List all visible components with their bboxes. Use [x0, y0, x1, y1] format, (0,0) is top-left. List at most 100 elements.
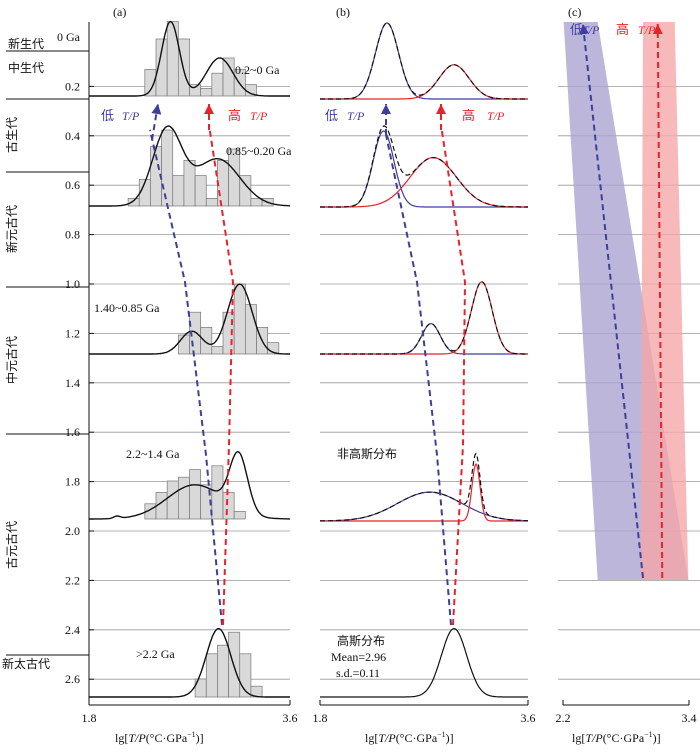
panel-a-high-tp: T/P [250, 109, 268, 123]
hist-bar-3-2 [166, 480, 179, 520]
hist-bar-0-6 [211, 72, 224, 97]
x-axis-title-a: lg[T/P(°C·GPa−1)] [115, 730, 204, 745]
panel-c-high-label: 高 [616, 22, 629, 38]
age-tick-5: 1.0 [65, 277, 80, 291]
panel-a-low-label: 低 [101, 109, 114, 124]
age-tick-3: 0.6 [65, 178, 80, 192]
group-label-4: >2.2 Ga [136, 647, 175, 661]
trend-a-high-arrow-head [204, 104, 214, 114]
group-label-3: 2.2~1.4 Ga [126, 447, 180, 461]
hist-bar-1-0 [127, 198, 140, 207]
x-axis-b-ticklabel-1: 3.6 [521, 711, 536, 725]
density-curve-4 [89, 627, 290, 698]
age-tick-2: 0.4 [65, 129, 80, 143]
hist-bar-3-8 [233, 511, 246, 520]
x-axis-c-ticklabel-1: 3.4 [682, 711, 697, 725]
low-component-0 [320, 22, 528, 100]
age-tick-13: 2.6 [65, 672, 80, 686]
mixture-sum-0 [320, 22, 528, 100]
mixture-sum-2 [320, 281, 528, 355]
hist-bar-0-7 [222, 57, 235, 97]
trend-b-high-path [440, 124, 467, 626]
high-component-1 [320, 157, 528, 208]
panel-a-histograms [89, 20, 291, 698]
x-axis-a-ticklabel-0: 1.8 [82, 711, 97, 725]
low-component-3 [320, 491, 528, 522]
panel-a-low-tp: T/P [122, 109, 140, 123]
age-tick-4: 0.8 [65, 228, 80, 242]
hist-bar-2-0 [177, 334, 190, 355]
panel-b-high-tp: T/P [487, 109, 505, 123]
hist-bar-2-6 [244, 304, 257, 355]
age-tick-9: 1.8 [65, 475, 80, 489]
age-tick-10: 2.0 [65, 524, 80, 538]
hist-bar-0-5 [200, 88, 213, 97]
trend-c-high-arrow [656, 23, 664, 579]
era-label-3: 新元古代 [4, 205, 19, 253]
high-component-0 [320, 64, 528, 100]
low-component-1 [320, 130, 528, 208]
trend-a-high-path [208, 124, 235, 626]
hist-bar-4-2 [217, 644, 229, 698]
era-label-1: 中生代 [8, 60, 44, 75]
group-label-1: 0.85~0.20 Ga [226, 144, 292, 158]
age-tick-6: 1.2 [65, 326, 80, 340]
hist-bar-4-1 [205, 653, 218, 698]
mixture-sum-3 [320, 452, 528, 522]
trend-c-high-arrow-head [652, 24, 663, 35]
x-axis-c-ticklabel-0: 2.2 [556, 711, 571, 725]
gaussian-sd: s.d.=0.11 [336, 666, 380, 680]
age-tick-1: 0.2 [65, 79, 80, 93]
hist-bar-0-3 [177, 38, 190, 97]
hist-bar-1-3 [161, 129, 174, 207]
era-label-2: 古生代 [4, 117, 19, 153]
panel-a-letter: (a) [113, 5, 126, 19]
x-axis-b-ticklabel-0: 1.8 [313, 711, 328, 725]
hist-bar-1-7 [205, 198, 218, 207]
age-tick-11: 2.2 [65, 573, 80, 587]
mixture-sum-1 [320, 125, 528, 208]
era-label-5: 古元古代 [4, 521, 19, 569]
hist-bar-3-6 [211, 465, 224, 520]
gaussian-mean: Mean=2.96 [331, 650, 386, 664]
group-label-0: 0.2~0 Ga [235, 63, 280, 77]
trend-c-low-arrow-head [579, 24, 589, 35]
era-label-6: 新太古代 [2, 656, 50, 671]
panel-b-gaussians [320, 22, 528, 698]
panel-c-low-tp: T/P [582, 23, 600, 37]
panel-c-high-tp: T/P [638, 23, 656, 37]
hist-bar-3-7 [222, 492, 235, 520]
gaussian-curve-4 [320, 627, 528, 698]
group-label-2: 1.40~0.85 Ga [94, 301, 160, 315]
panel-b-low-tp: T/P [347, 109, 365, 123]
panel-c-low-label: 低 [570, 23, 583, 38]
non-gaussian-label: 非高斯分布 [337, 446, 397, 461]
x-axes: 1.8 3.6 1.8 3.6 2.2 3.4 [82, 700, 697, 725]
trend-c-low-arrow [581, 23, 644, 579]
hist-bar-1-5 [183, 160, 196, 207]
panel-b-high-label: 高 [462, 108, 475, 124]
high-component-3 [320, 462, 528, 522]
hist-bar-1-11 [250, 198, 263, 207]
panel-b-low-label: 低 [325, 109, 338, 124]
hist-bar-1-6 [194, 175, 207, 207]
hist-bar-3-3 [177, 476, 190, 520]
trend-a-low-path [149, 129, 223, 626]
density-curve-3 [89, 450, 290, 520]
hist-bar-1-4 [172, 175, 185, 207]
trend-b-low-path [384, 129, 452, 626]
density-curve-1 [89, 125, 291, 207]
age-tick-8: 1.6 [65, 425, 80, 439]
age-tick-7: 1.4 [65, 376, 80, 390]
hist-bar-2-3 [211, 346, 224, 355]
gaussian-label: 高斯分布 [337, 633, 385, 648]
x-axis-title-c: lg[T/P(°C·GPa−1)] [572, 730, 661, 745]
age-tick-12: 2.4 [65, 623, 80, 637]
age-tick-0: 0 Ga [57, 30, 81, 44]
hist-bar-2-5 [233, 283, 246, 355]
hist-bar-0-2 [166, 21, 179, 97]
x-axis-a-ticklabel-1: 3.6 [283, 711, 298, 725]
panel-a-high-label: 高 [228, 108, 241, 124]
hist-bar-1-8 [217, 160, 229, 207]
